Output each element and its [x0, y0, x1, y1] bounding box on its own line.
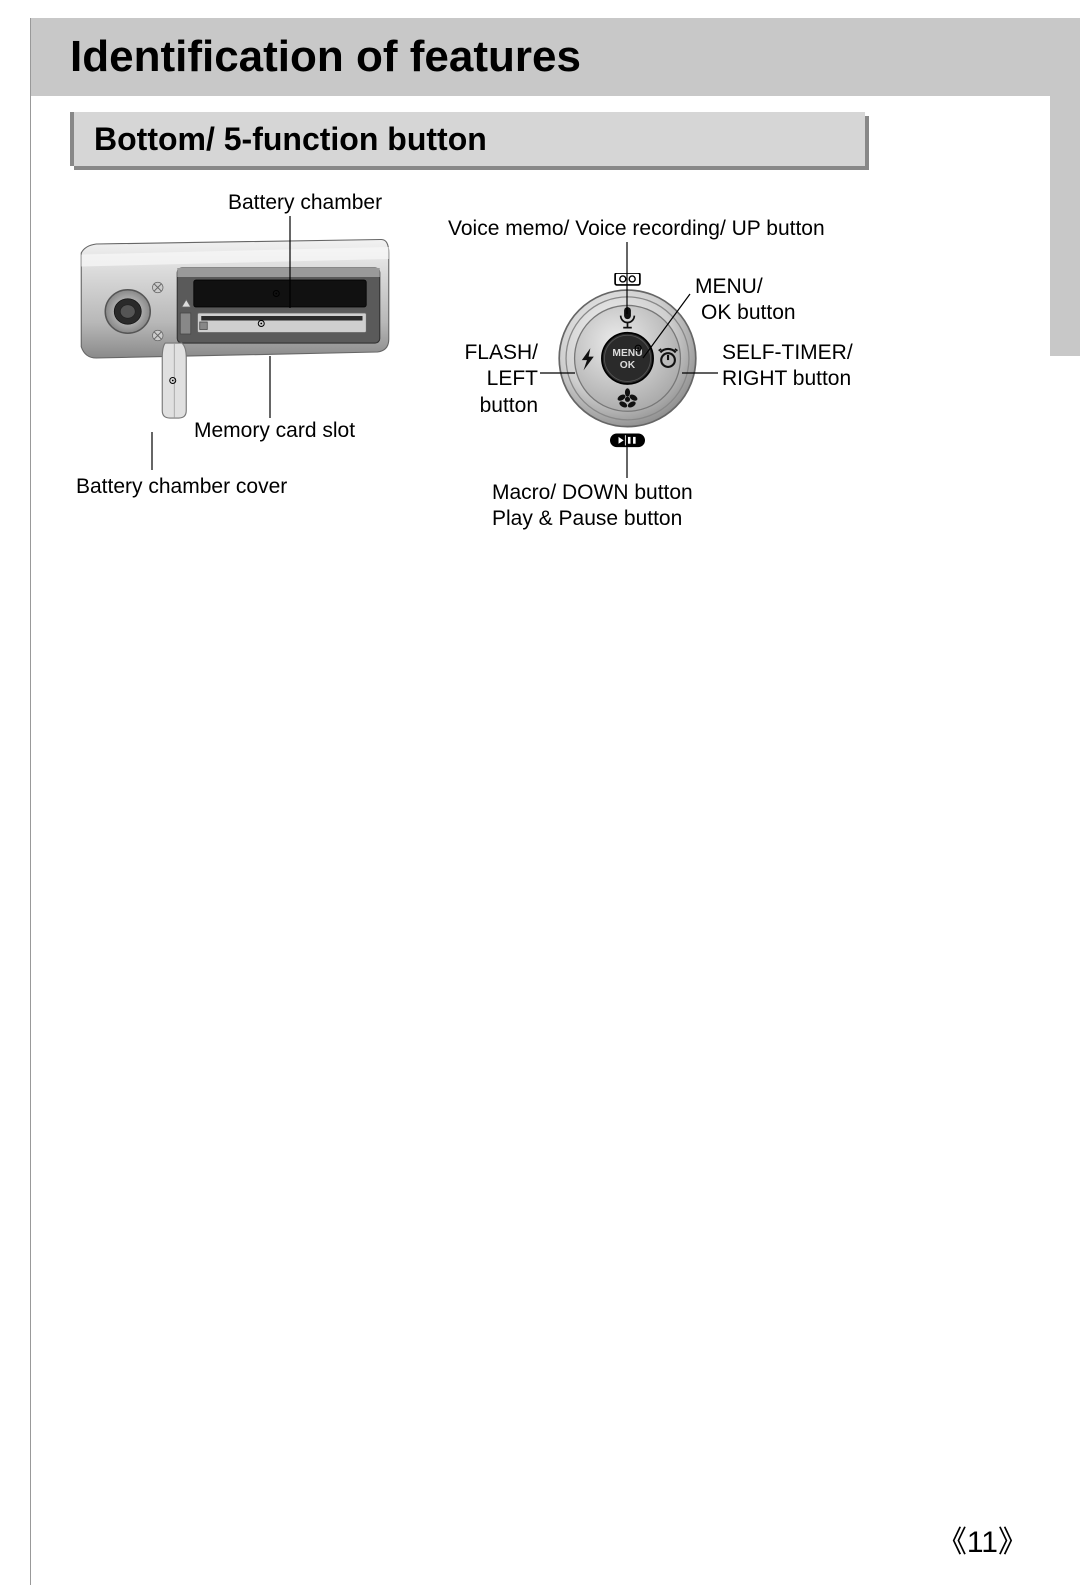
label-flash-left: FLASH/ LEFT button: [454, 340, 538, 419]
camera-bottom-diagram: [30, 238, 440, 433]
label-voice-up: Voice memo/ Voice recording/ UP button: [448, 216, 825, 242]
label-menu-ok-1: MENU/: [695, 275, 763, 298]
svg-text:OK: OK: [620, 360, 636, 371]
five-function-pad-diagram: MENU OK: [540, 273, 715, 448]
label-battery-cover: Battery chamber cover: [76, 474, 287, 500]
svg-text:MENU: MENU: [612, 348, 642, 359]
label-menu-ok: MENU/ OK button: [695, 274, 796, 327]
label-memory-card-slot: Memory card slot: [194, 418, 355, 444]
side-tab: [1050, 96, 1080, 356]
label-self-timer-2: RIGHT button: [722, 367, 851, 390]
label-macro-play: Macro/ DOWN button Play & Pause button: [492, 480, 693, 533]
label-battery-chamber: Battery chamber: [228, 190, 382, 216]
label-flash-left-1: FLASH/: [464, 341, 538, 364]
label-self-timer: SELF-TIMER/ RIGHT button: [722, 340, 853, 393]
label-menu-ok-2: OK button: [695, 301, 796, 324]
label-self-timer-1: SELF-TIMER/: [722, 341, 853, 364]
page-number: 《11》: [937, 1517, 1028, 1561]
content-area: MENU OK: [30, 178, 1050, 1525]
label-flash-left-2: LEFT button: [480, 367, 538, 416]
label-play-pause: Play & Pause button: [492, 507, 682, 530]
label-macro-down: Macro/ DOWN button: [492, 481, 693, 504]
